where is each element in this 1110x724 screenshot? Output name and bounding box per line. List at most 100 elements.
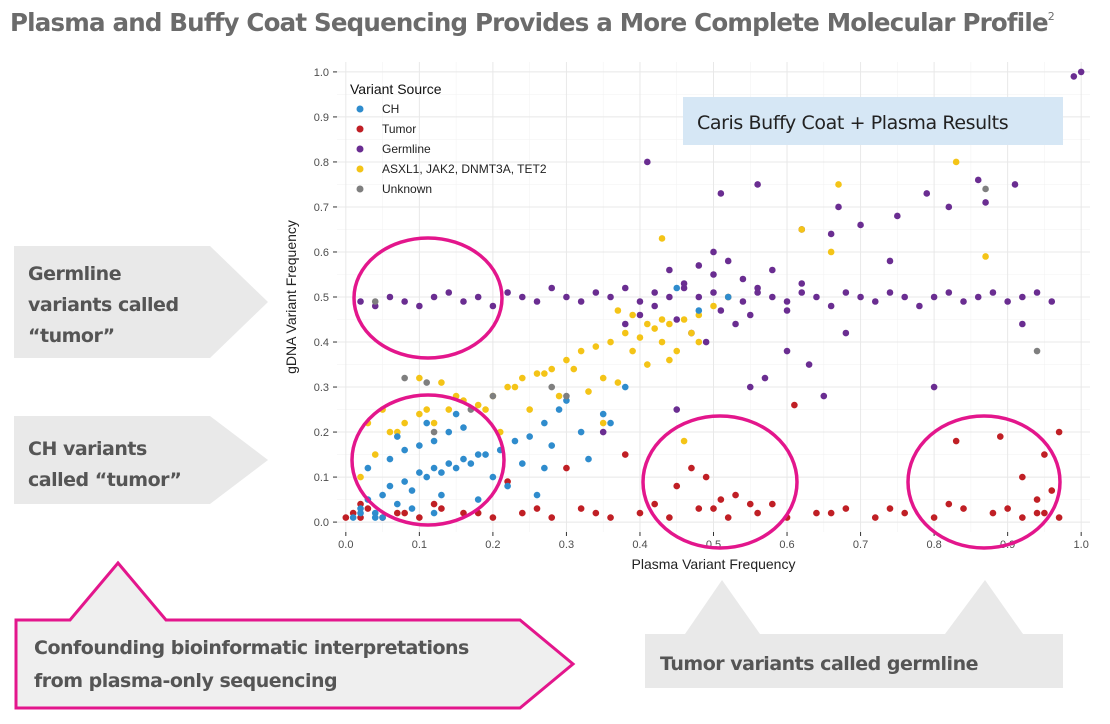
point-asxl1-jak2-dnmt3a-tet2 bbox=[541, 370, 548, 377]
point-germline bbox=[666, 266, 673, 274]
point-ch bbox=[474, 496, 482, 503]
point-germline bbox=[563, 293, 570, 301]
point-tumor bbox=[791, 401, 798, 409]
point-tumor bbox=[364, 505, 372, 512]
point-germline bbox=[386, 293, 394, 301]
point-germline bbox=[710, 289, 717, 296]
point-asxl1-jak2-dnmt3a-tet2 bbox=[680, 437, 688, 445]
point-tumor bbox=[886, 505, 894, 512]
point-germline bbox=[401, 298, 408, 305]
point-tumor bbox=[1041, 451, 1048, 458]
point-germline bbox=[680, 280, 688, 287]
point-asxl1-jak2-dnmt3a-tet2 bbox=[416, 374, 423, 382]
point-germline bbox=[474, 293, 482, 301]
point-germline bbox=[621, 284, 629, 292]
point-germline bbox=[636, 298, 644, 305]
point-ch bbox=[541, 419, 548, 427]
point-ch bbox=[467, 460, 475, 467]
y-tick-label: 1.0 bbox=[314, 67, 329, 79]
point-ch bbox=[386, 455, 394, 463]
point-germline bbox=[651, 289, 658, 296]
point-germline bbox=[842, 329, 850, 337]
point-tumor bbox=[746, 500, 754, 508]
point-ch bbox=[438, 469, 445, 476]
point-ch bbox=[519, 460, 526, 467]
point-tumor bbox=[960, 505, 967, 512]
point-asxl1-jak2-dnmt3a-tet2 bbox=[636, 334, 644, 341]
point-unknown bbox=[371, 298, 379, 305]
point-tumor bbox=[996, 433, 1004, 440]
point-asxl1-jak2-dnmt3a-tet2 bbox=[577, 347, 585, 355]
point-tumor bbox=[1048, 487, 1056, 494]
y-tick-label: 0.4 bbox=[314, 337, 329, 349]
point-germline bbox=[871, 298, 879, 305]
point-ch bbox=[533, 491, 541, 499]
y-tick-label: 0.1 bbox=[314, 472, 329, 484]
point-tumor bbox=[342, 514, 350, 521]
point-tumor bbox=[438, 505, 445, 512]
legend-swatch bbox=[356, 105, 364, 113]
callout-confounding-line2: from plasma-only sequencing bbox=[34, 670, 337, 692]
point-asxl1-jak2-dnmt3a-tet2 bbox=[629, 347, 636, 355]
x-tick-label: 0.8 bbox=[926, 539, 941, 551]
point-ch bbox=[607, 419, 614, 427]
x-tick-label: 0.4 bbox=[632, 539, 647, 551]
point-ch bbox=[416, 442, 423, 449]
point-unknown bbox=[548, 383, 556, 391]
point-tumor bbox=[813, 509, 820, 517]
point-germline bbox=[1019, 320, 1026, 328]
point-ch bbox=[423, 419, 431, 427]
point-germline bbox=[621, 320, 629, 328]
point-asxl1-jak2-dnmt3a-tet2 bbox=[482, 406, 489, 413]
point-germline bbox=[783, 298, 791, 305]
point-germline bbox=[842, 289, 850, 296]
point-ch bbox=[430, 437, 438, 445]
point-germline bbox=[894, 212, 901, 220]
point-germline bbox=[695, 293, 703, 301]
point-tumor bbox=[577, 505, 585, 512]
point-ch bbox=[379, 491, 386, 499]
point-asxl1-jak2-dnmt3a-tet2 bbox=[401, 419, 408, 427]
point-germline bbox=[916, 302, 923, 310]
point-tumor bbox=[636, 509, 644, 517]
point-asxl1-jak2-dnmt3a-tet2 bbox=[599, 419, 607, 427]
callout-confounding-shape bbox=[14, 560, 576, 710]
point-unknown bbox=[982, 185, 989, 193]
point-tumor bbox=[460, 509, 467, 517]
point-tumor bbox=[952, 437, 960, 445]
legend-swatch bbox=[356, 185, 364, 193]
x-tick-label: 0.2 bbox=[485, 539, 500, 551]
point-asxl1-jak2-dnmt3a-tet2 bbox=[835, 181, 842, 188]
point-germline bbox=[798, 280, 806, 287]
point-germline bbox=[460, 298, 467, 305]
y-tick-label: 0.9 bbox=[314, 112, 329, 124]
highlight-circle-germline bbox=[352, 236, 504, 360]
point-asxl1-jak2-dnmt3a-tet2 bbox=[548, 365, 556, 373]
point-tumor bbox=[430, 500, 438, 508]
legend-title: Variant Source bbox=[350, 81, 442, 97]
point-asxl1-jak2-dnmt3a-tet2 bbox=[533, 370, 541, 377]
callout-tumor-germline-text: Tumor variants called germline bbox=[660, 653, 978, 675]
highlight-circles bbox=[350, 236, 1062, 550]
point-germline bbox=[1048, 298, 1056, 305]
point-tumor bbox=[930, 514, 938, 521]
point-germline bbox=[798, 289, 806, 296]
highlight-circle-ch bbox=[350, 393, 506, 527]
y-axis-ticks: 0.0 0.1 0.2 0.3 0.4 0.5 0.6 0.7 0.8 0.9 1.0 bbox=[314, 67, 337, 529]
svg-text:CH variants called “tumor”: CH variants called “tumor” bbox=[28, 438, 181, 491]
point-asxl1-jak2-dnmt3a-tet2 bbox=[570, 365, 578, 373]
point-ch bbox=[482, 451, 489, 458]
point-ch bbox=[555, 406, 563, 413]
point-germline bbox=[430, 293, 438, 301]
point-germline bbox=[805, 361, 813, 368]
point-germline bbox=[695, 262, 703, 269]
point-tumor bbox=[1055, 514, 1063, 521]
highlight-circle-tumor-mid bbox=[641, 414, 799, 550]
legend-entry-label: Unknown bbox=[382, 182, 432, 196]
point-asxl1-jak2-dnmt3a-tet2 bbox=[644, 320, 651, 328]
point-ch bbox=[673, 284, 681, 292]
point-germline bbox=[673, 316, 681, 323]
point-tumor bbox=[901, 509, 908, 517]
x-tick-label: 1.0 bbox=[1074, 539, 1089, 551]
